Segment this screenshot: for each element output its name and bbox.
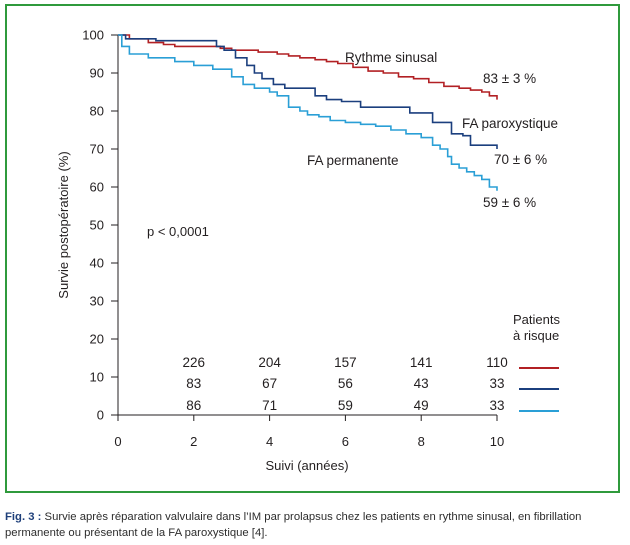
at-risk-count: 110: [486, 355, 508, 370]
x-ticks: 0 2 4 6 8 10: [114, 415, 504, 449]
y-tick-label: 90: [90, 66, 104, 81]
y-tick-label: 60: [90, 180, 104, 195]
x-tick-label: 4: [266, 434, 273, 449]
y-tick-label: 70: [90, 142, 104, 157]
x-tick-label: 10: [490, 434, 504, 449]
x-tick-label: 0: [114, 434, 121, 449]
y-tick-label: 20: [90, 332, 104, 347]
at-risk-count: 204: [258, 355, 281, 370]
series-end-value-label: 70 ± 6 %: [494, 152, 547, 167]
series-name-label: FA paroxystique: [462, 116, 558, 131]
survival-chart: 0 10 20 30 40 50 60 70 80 90 100 0 2 4 6 8 10 Rythme si…: [56, 28, 560, 474]
y-tick-label: 40: [90, 256, 104, 271]
at-risk-count: 49: [414, 398, 429, 413]
series-line-0: [118, 34, 498, 100]
at-risk-count: 226: [183, 355, 206, 370]
series-name-label: Rythme sinusal: [345, 50, 437, 65]
x-tick-label: 6: [342, 434, 349, 449]
x-tick-label: 8: [418, 434, 425, 449]
at-risk-count: 86: [186, 398, 201, 413]
y-tick-label: 0: [97, 408, 104, 423]
y-axis-label: Survie postopératoire (%): [56, 151, 71, 298]
x-axis-label: Suivi (années): [265, 458, 348, 473]
series-name-label: FA permanente: [307, 153, 399, 168]
at-risk-count: 33: [489, 376, 504, 391]
at-risk-title-line-1: Patients: [513, 312, 560, 327]
series-layer: Rythme sinusal 83 ± 3 % FA paroxystique 70 …: [118, 34, 558, 210]
at-risk-table: 226 204 157 141 110 83 67 56 43 33 86 71 59 49 33: [183, 355, 559, 413]
y-tick-label: 100: [82, 28, 104, 43]
y-tick-label: 80: [90, 104, 104, 119]
caption-label: Fig. 3 :: [5, 511, 42, 523]
at-risk-count: 56: [338, 376, 353, 391]
y-tick-label: 30: [90, 294, 104, 309]
figure-caption: Fig. 3 : Survie après réparation valvula…: [5, 509, 625, 541]
figure-frame: [5, 4, 620, 493]
y-tick-label: 50: [90, 218, 104, 233]
at-risk-title-line-2: à risque: [513, 328, 559, 343]
at-risk-count: 157: [334, 355, 357, 370]
at-risk-count: 71: [262, 398, 277, 413]
caption-text: Survie après réparation valvulaire dans …: [5, 511, 582, 539]
at-risk-count: 43: [414, 376, 429, 391]
at-risk-count: 141: [410, 355, 433, 370]
y-tick-label: 10: [90, 370, 104, 385]
at-risk-count: 33: [489, 398, 504, 413]
at-risk-count: 59: [338, 398, 353, 413]
y-ticks: 0 10 20 30 40 50 60 70 80 90 100: [82, 28, 118, 423]
x-tick-label: 2: [190, 434, 197, 449]
series-end-value-label: 83 ± 3 %: [483, 71, 536, 86]
series-line-2: [118, 34, 498, 191]
at-risk-count: 67: [262, 376, 277, 391]
p-value-label: p < 0,0001: [147, 224, 209, 239]
series-line-1: [118, 34, 498, 149]
series-end-value-label: 59 ± 6 %: [483, 195, 536, 210]
at-risk-count: 83: [186, 376, 201, 391]
